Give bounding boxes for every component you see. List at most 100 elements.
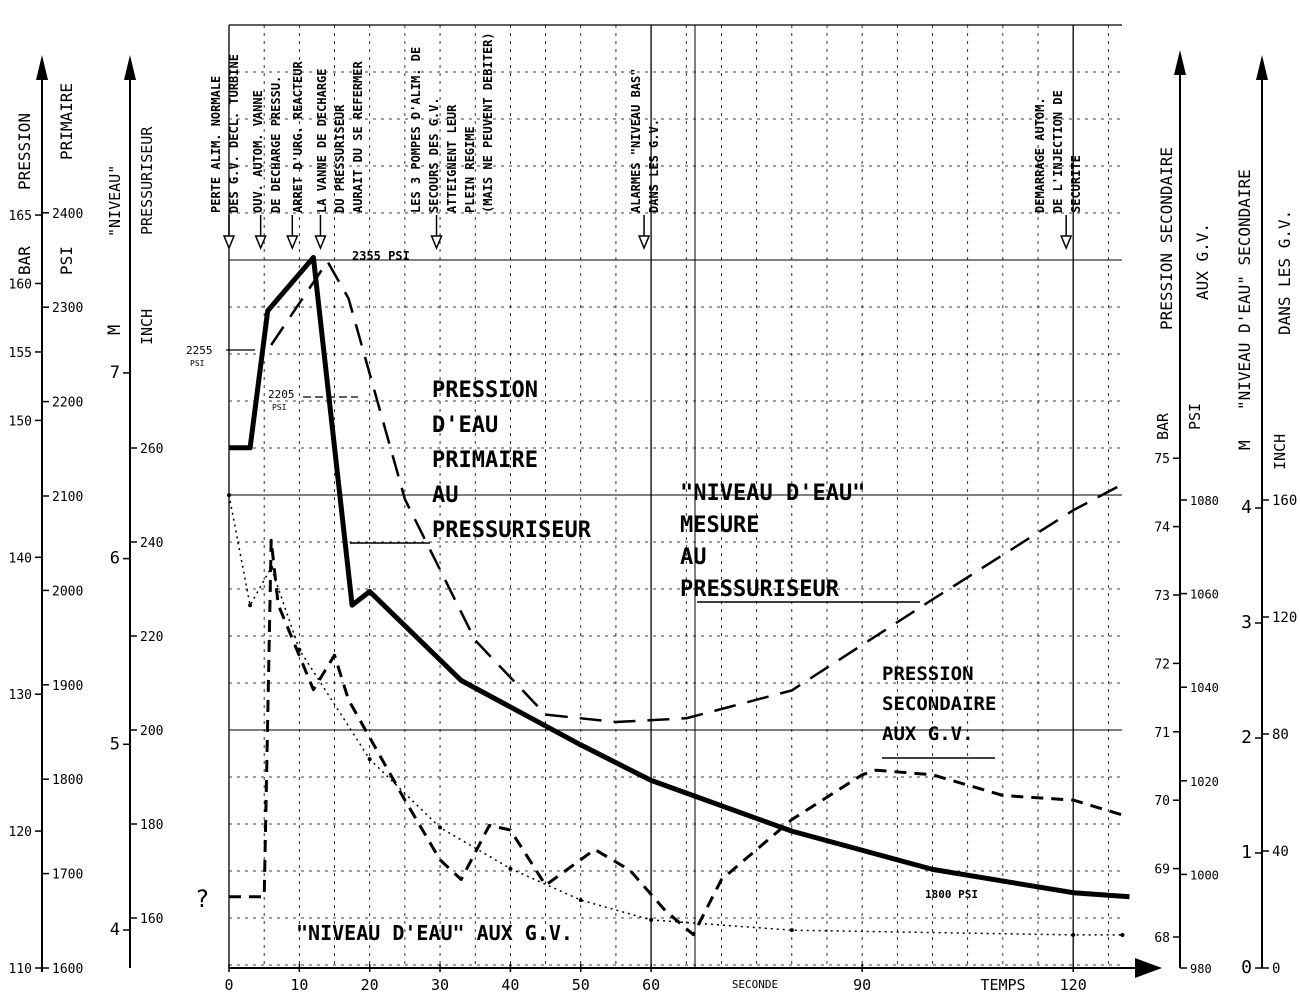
bar-axis-tick-label: 130 xyxy=(9,688,32,703)
event-label: ATTEIGNENT LEUR xyxy=(445,104,459,213)
sg-level-title-2: DANS LES G.V. xyxy=(1275,210,1294,335)
event-label: PLEIN REGIME xyxy=(463,126,477,213)
event-label: AURAIT DU SE REFERMER xyxy=(351,61,365,213)
event-label: PERTE ALIM. NORMALE xyxy=(209,76,223,213)
pressurizer-axis-title: "NIVEAU" xyxy=(106,165,124,237)
series-line-2 xyxy=(228,494,1123,936)
secondary-bar-axis-tick-label: 69 xyxy=(1154,863,1170,878)
secondary-psi-axis-tick-label: 1040 xyxy=(1190,681,1219,695)
x-tick-label: 40 xyxy=(501,976,519,994)
secondary-bar-axis-tick-label: 72 xyxy=(1154,657,1170,672)
pressurizer-inch-axis-tick-label: 240 xyxy=(140,536,163,551)
event-label: OUV. AUTOM. VANNE xyxy=(251,90,265,213)
psi-axis-tick-label: 1600 xyxy=(52,962,83,977)
sg-level-inch-axis-tick-label: 0 xyxy=(1272,961,1280,977)
pressurizer-m-axis-tick-label: 5 xyxy=(110,734,120,754)
annotation-question: ? xyxy=(195,885,209,913)
event-label: DES G.V. DECL. TURBINE xyxy=(227,54,241,213)
sg-level-inch-axis-tick-label: 120 xyxy=(1272,610,1297,626)
secondary-psi-axis-tick-label: 1020 xyxy=(1190,775,1219,789)
series-point xyxy=(248,603,253,608)
bar-axis-title: PRESSION xyxy=(15,113,34,190)
series-point xyxy=(367,757,372,762)
sg-level-m-axis-tick-label: 1 xyxy=(1241,842,1252,863)
event-annotation: PERTE ALIM. NORMALE DES G.V. DECL. TURBIN… xyxy=(209,54,241,250)
pressurizer-m-axis-tick-label: 6 xyxy=(110,549,120,569)
grid xyxy=(228,24,1122,968)
bar-axis-tick-label: 165 xyxy=(9,209,32,224)
right-pressure-axis-arrow-icon xyxy=(1174,50,1186,75)
sg-level-m-axis-tick-label: 3 xyxy=(1241,612,1252,633)
event-annotation: LES 3 POMPES D'ALIM. DE SECOURS DES G.V. A… xyxy=(409,32,495,250)
secondary-psi-axis-tick-label: 1000 xyxy=(1190,868,1219,882)
x-tick-label: 0 xyxy=(224,976,233,994)
series-line-1 xyxy=(270,260,1123,724)
label-pressurizer-level: "NIVEAU D'EAU" MESURE AU PRESSURISEUR xyxy=(680,481,865,602)
event-label: DEMARRAGE AUTOM. xyxy=(1033,97,1047,213)
secondary-bar-axis-tick-label: 68 xyxy=(1154,931,1170,946)
event-label: DANS LES G.V. xyxy=(647,119,661,213)
bar-axis-tick-label: 140 xyxy=(9,551,32,566)
x-tick-label: 120 xyxy=(1060,976,1087,994)
x-tick-label: 90 xyxy=(853,976,871,994)
annotation-2205-unit: PSI xyxy=(272,403,287,412)
sg-level-inch-axis-tick-label: 80 xyxy=(1272,727,1289,743)
series-line-3 xyxy=(229,538,1123,937)
series-point xyxy=(1071,932,1076,937)
curve-labels: PRESSION D'EAU PRIMAIRE AU PRESSURISEUR "NIVE… xyxy=(186,249,996,945)
event-annotation: ARRET D'URG. REACTEUR xyxy=(286,61,305,250)
x-unit-label: SECONDE xyxy=(732,978,778,991)
right-level-axis-arrow-icon xyxy=(1256,55,1268,80)
secondary-psi-axis-tick-label: 1080 xyxy=(1190,494,1219,508)
event-label: (MAIS NE PEUVENT DEBITER) xyxy=(481,32,495,213)
sg-level-m-unit: M xyxy=(1235,440,1254,450)
pressurizer-m-axis-tick-label: 7 xyxy=(110,363,120,383)
bar-axis-tick-label: 155 xyxy=(9,346,32,361)
pressurizer-inch-axis-tick-label: 260 xyxy=(140,442,163,457)
x-tick-label: 30 xyxy=(431,976,449,994)
sg-level-m-axis-tick-label: 2 xyxy=(1241,727,1252,748)
bar-axis-tick-label: 150 xyxy=(9,414,32,429)
event-label: ARRET D'URG. REACTEUR xyxy=(291,61,305,213)
event-label: DE L'INJECTION DE xyxy=(1051,90,1065,213)
x-axis-arrow-icon xyxy=(1135,958,1162,978)
series-group xyxy=(227,255,1130,937)
psi-axis-tick-label: 2300 xyxy=(52,301,83,316)
left-pressure-axis-arrow-icon xyxy=(36,55,48,80)
x-tick-label: 10 xyxy=(290,976,308,994)
secondary-bar-axis-tick-label: 75 xyxy=(1154,452,1170,467)
psi-axis-title: PRIMAIRE xyxy=(57,83,76,160)
x-tick-label: 50 xyxy=(572,976,590,994)
event-arrow-icon xyxy=(314,235,327,250)
psi-axis-tick-label: 1700 xyxy=(52,868,83,883)
event-label: DU PRESSURISEUR xyxy=(333,104,347,213)
sg-level-title: "NIVEAU D'EAU" SECONDAIRE xyxy=(1235,169,1254,410)
annotation-2255: 2255 xyxy=(186,344,213,357)
event-annotation: LA VANNE DE DECHARGE DU PRESSURISEUR AURAI… xyxy=(314,61,365,250)
secondary-bar-axis-tick-label: 71 xyxy=(1154,726,1170,741)
event-arrow-icon xyxy=(1060,235,1073,250)
x-axis-label: TEMPS xyxy=(980,976,1025,994)
sg-level-inch-unit: INCH xyxy=(1271,434,1289,470)
secondary-bar-axis-tick-label: 74 xyxy=(1154,521,1170,536)
bar-axis-unit: BAR xyxy=(15,246,34,275)
psi-axis-tick-label: 2200 xyxy=(52,396,83,411)
event-arrow-icon xyxy=(254,235,267,250)
pressurizer-inch-axis-tick-label: 180 xyxy=(140,818,163,833)
series-point xyxy=(438,825,443,830)
event-label: LA VANNE DE DECHARGE xyxy=(315,69,329,214)
left-level-axis-arrow-icon xyxy=(124,55,136,80)
pressurizer-m-unit: M xyxy=(105,325,125,335)
bar-axis-tick-label: 160 xyxy=(9,278,32,293)
event-arrow-icon xyxy=(637,235,651,250)
series-point xyxy=(1120,932,1125,937)
pressurizer-axis-title-2: PRESSURISEUR xyxy=(138,126,156,235)
secondary-psi-unit: PSI xyxy=(1186,403,1204,430)
psi-axis-unit: PSI xyxy=(57,246,76,275)
event-arrow-icon xyxy=(222,235,236,250)
event-arrow-icon xyxy=(286,235,299,250)
series-point xyxy=(227,493,231,498)
annotation-1800: 1800 PSI xyxy=(925,888,978,901)
